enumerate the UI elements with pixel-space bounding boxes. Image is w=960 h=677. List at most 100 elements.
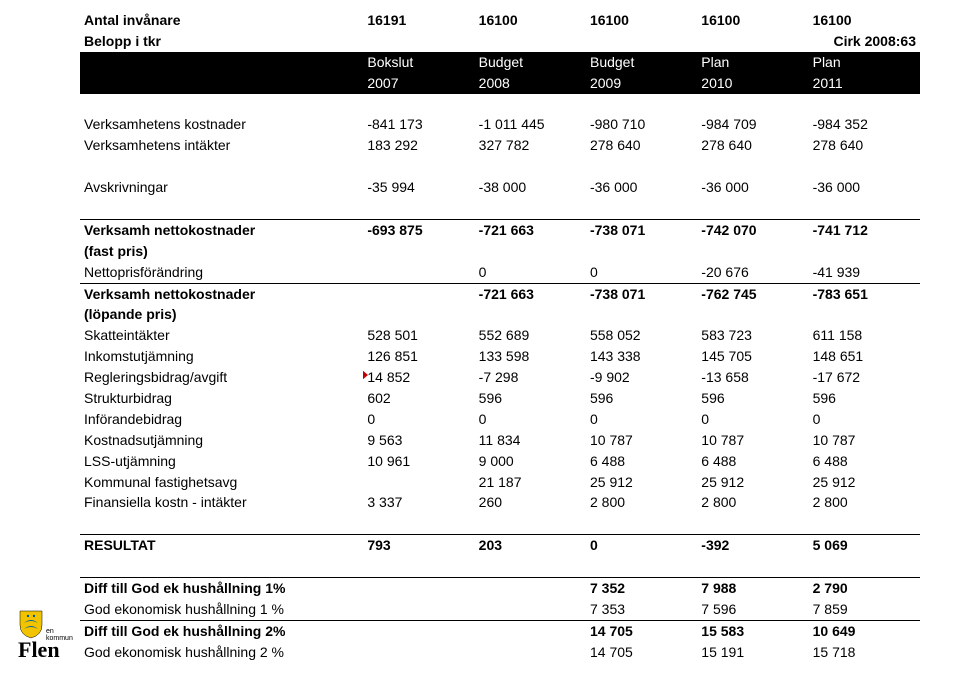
value: 596 [697,388,808,409]
value: 143 338 [586,346,697,367]
header-cell [80,52,363,73]
label: Belopp i tkr [80,31,363,52]
value: 278 640 [586,135,697,156]
row-label: Nettoprisförändring [80,262,363,283]
table-row: Diff till God ek hushållning 2%14 70515 … [80,620,920,641]
value: -9 902 [586,367,697,388]
value: 0 [586,409,697,430]
value: -738 071 [586,219,697,240]
shield-icon [18,609,44,639]
table-row: Kostnadsutjämning9 56311 83410 78710 787… [80,430,920,451]
value: 9 563 [363,430,474,451]
row-label: Strukturbidrag [80,388,363,409]
value: -762 745 [697,283,808,304]
table-row: Skatteintäkter528 501552 689558 052583 7… [80,325,920,346]
value: -742 070 [697,219,808,240]
value: -783 651 [809,283,920,304]
value: 25 912 [586,472,697,493]
value: 6 488 [586,451,697,472]
value: 793 [363,535,474,556]
value: 11 834 [475,430,586,451]
table-row [80,198,920,219]
value [363,578,474,599]
value: 203 [475,535,586,556]
value: 528 501 [363,325,474,346]
value: -36 000 [697,177,808,198]
value: -36 000 [586,177,697,198]
value: 0 [475,409,586,430]
row-label: RESULTAT [80,535,363,556]
value: 145 705 [697,346,808,367]
value: -693 875 [363,219,474,240]
row-belopp: Belopp i tkr Cirk 2008:63 [80,31,920,52]
header-cell: 2007 [363,73,474,94]
value: 16100 [697,10,808,31]
table-row [80,94,920,115]
label: Antal invånare [80,10,363,31]
value: 5 069 [809,535,920,556]
municipality-logo: en kommun Flen [18,609,78,663]
row-label: Avskrivningar [80,177,363,198]
value [363,472,474,493]
value [809,241,920,262]
value: -841 173 [363,114,474,135]
value [809,304,920,325]
value [475,599,586,620]
table-row: Diff till God ek hushållning 1%7 3527 98… [80,578,920,599]
table-row: God ekonomisk hushållning 1 %7 3537 5967… [80,599,920,620]
table-row: Kommunal fastighetsavg21 18725 91225 912… [80,472,920,493]
value: 14 705 [586,642,697,663]
value: 133 598 [475,346,586,367]
value: 10 961 [363,451,474,472]
value: -1 011 445 [475,114,586,135]
value: 15 718 [809,642,920,663]
right-note: Cirk 2008:63 [697,31,920,52]
value [475,578,586,599]
value: 596 [475,388,586,409]
row-label: Diff till God ek hushållning 1% [80,578,363,599]
value: 16100 [475,10,586,31]
value: 15 583 [697,620,808,641]
shield-bg [20,611,42,638]
value: 7 352 [586,578,697,599]
row-label: (fast pris) [80,241,363,262]
value: 596 [586,388,697,409]
value [475,304,586,325]
value: -20 676 [697,262,808,283]
table-row: Verksamh nettokostnader-693 875-721 663-… [80,219,920,240]
shield-dot [27,615,29,617]
table-row: Verksamhetens intäkter183 292327 782278 … [80,135,920,156]
value: 0 [475,262,586,283]
value [697,241,808,262]
row-label: God ekonomisk hushållning 1 % [80,599,363,620]
header-cell: Plan [697,52,808,73]
value [363,642,474,663]
value: 558 052 [586,325,697,346]
value: 602 [363,388,474,409]
header-cell: Budget [475,52,586,73]
value: 2 790 [809,578,920,599]
value: 9 000 [475,451,586,472]
row-label: Verksamh nettokostnader [80,283,363,304]
table-row: Inkomstutjämning126 851133 598143 338145… [80,346,920,367]
row-label: Diff till God ek hushållning 2% [80,620,363,641]
value: 16191 [363,10,474,31]
value: 14 852 [363,367,474,388]
table-row: Införandebidrag00000 [80,409,920,430]
value: 583 723 [697,325,808,346]
row-label: Kostnadsutjämning [80,430,363,451]
value: 10 649 [809,620,920,641]
table-row: Avskrivningar-35 994-38 000-36 000-36 00… [80,177,920,198]
value: 0 [363,409,474,430]
table-row: LSS-utjämning10 9619 0006 4886 4886 488 [80,451,920,472]
table-row [80,156,920,177]
table-row: (fast pris) [80,241,920,262]
value: -721 663 [475,283,586,304]
value: -38 000 [475,177,586,198]
value: 148 651 [809,346,920,367]
table-row: God ekonomisk hushållning 2 %14 70515 19… [80,642,920,663]
value: -984 352 [809,114,920,135]
value: 16100 [586,10,697,31]
value: -41 939 [809,262,920,283]
header-cell: 2010 [697,73,808,94]
